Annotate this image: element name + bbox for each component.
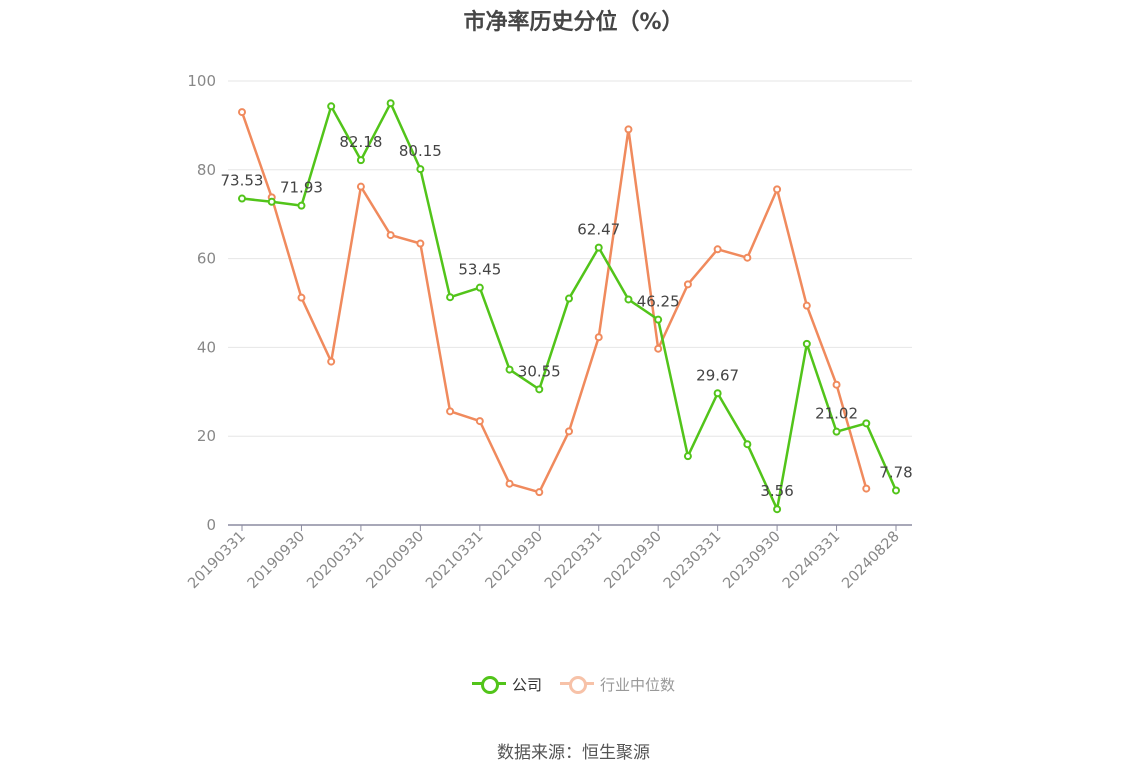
data-point-0 <box>624 295 633 304</box>
y-tick-label: 40 <box>197 338 216 356</box>
data-label: 82.18 <box>339 133 382 151</box>
data-point-1 <box>773 185 782 194</box>
series-points <box>238 99 900 514</box>
x-tick-label: 20240331 <box>780 529 844 593</box>
y-tick-label: 100 <box>187 72 216 90</box>
data-point-0 <box>862 419 871 428</box>
x-tick-label: 20200930 <box>364 529 428 593</box>
series-lines <box>240 101 898 511</box>
legend-swatch-industry-median <box>560 672 594 696</box>
data-point-0 <box>386 99 395 108</box>
x-tick-label: 20230331 <box>661 529 725 593</box>
data-point-0 <box>713 389 722 398</box>
data-point-0 <box>297 201 306 210</box>
x-tick-label: 20190930 <box>245 529 309 593</box>
x-tick-label: 20210331 <box>423 529 487 593</box>
data-point-1 <box>565 427 573 436</box>
data-point-0 <box>505 365 514 374</box>
data-label: 30.55 <box>518 362 561 380</box>
data-point-1 <box>654 344 663 353</box>
legend-item-company[interactable]: 公司 <box>471 672 542 696</box>
y-tick-label: 80 <box>197 161 216 179</box>
data-point-0 <box>773 505 782 514</box>
legend-swatch-company <box>471 672 506 696</box>
data-point-1 <box>683 280 692 289</box>
legend-label-company: 公司 <box>511 675 542 694</box>
data-source: 数据来源：恒生聚源 <box>497 743 650 763</box>
y-axis-ticks: 0 20 40 60 80 100 <box>187 72 216 534</box>
data-point-1 <box>327 357 336 366</box>
data-point-0 <box>327 102 336 111</box>
legend: 公司 行业中位数 <box>0 672 1147 696</box>
data-point-1 <box>624 125 633 134</box>
data-label: 71.93 <box>280 179 323 197</box>
data-label: 21.02 <box>815 405 858 423</box>
x-tick-label: 20190331 <box>185 529 249 593</box>
data-point-1 <box>386 231 395 240</box>
x-tick-label: 20210930 <box>483 529 547 593</box>
data-point-0 <box>594 243 603 252</box>
data-point-1 <box>832 380 841 389</box>
data-point-0 <box>743 440 752 449</box>
data-point-0 <box>565 294 573 303</box>
data-point-0 <box>832 427 841 436</box>
data-point-1 <box>505 479 514 488</box>
data-point-1 <box>802 301 811 310</box>
legend-item-industry-median[interactable]: 行业中位数 <box>560 672 675 696</box>
data-point-1 <box>297 293 306 302</box>
y-tick-label: 20 <box>197 427 216 445</box>
data-point-0 <box>802 339 811 348</box>
data-point-1 <box>594 333 603 342</box>
data-point-1 <box>743 253 752 262</box>
data-point-0 <box>475 283 484 292</box>
data-label: 73.53 <box>221 172 264 190</box>
data-point-0 <box>892 486 900 495</box>
x-axis: 2019033120190930202003312020093020210331… <box>185 524 912 593</box>
data-point-0 <box>267 197 276 206</box>
x-tick-label: 20220930 <box>602 529 666 593</box>
data-labels: 73.53 71.93 82.18 80.15 53.45 30.55 62.47 46.25… <box>221 133 913 500</box>
data-point-0 <box>535 385 544 394</box>
data-label: 3.56 <box>760 482 793 500</box>
x-tick-label: 20240828 <box>839 529 903 593</box>
data-label: 62.47 <box>577 221 620 239</box>
data-point-0 <box>356 156 365 165</box>
data-point-1 <box>416 239 425 248</box>
data-label: 46.25 <box>637 293 680 311</box>
data-point-0 <box>416 165 425 174</box>
data-point-0 <box>238 194 246 203</box>
data-point-1 <box>356 182 365 191</box>
legend-label-industry-median: 行业中位数 <box>600 675 676 694</box>
data-point-1 <box>862 484 871 493</box>
x-tick-label: 20230930 <box>720 529 784 593</box>
data-point-1 <box>713 245 722 254</box>
data-label: 53.45 <box>458 261 501 279</box>
data-label: 29.67 <box>696 366 739 384</box>
data-label: 7.78 <box>879 463 912 481</box>
y-tick-label: 60 <box>197 250 216 268</box>
chart-title: 市净率历史分位（%） <box>463 10 684 35</box>
data-point-0 <box>683 452 692 461</box>
data-point-1 <box>535 488 544 497</box>
y-tick-label: 0 <box>206 516 216 534</box>
data-point-1 <box>446 407 455 416</box>
data-label: 80.15 <box>399 142 442 160</box>
x-tick-label: 20220331 <box>542 529 606 593</box>
data-point-1 <box>238 108 246 117</box>
series-line-1 <box>240 111 868 494</box>
data-point-0 <box>446 293 455 302</box>
data-point-0 <box>654 315 663 324</box>
x-tick-label: 20200331 <box>304 529 368 593</box>
grid-lines <box>228 80 912 437</box>
data-point-1 <box>475 417 484 426</box>
